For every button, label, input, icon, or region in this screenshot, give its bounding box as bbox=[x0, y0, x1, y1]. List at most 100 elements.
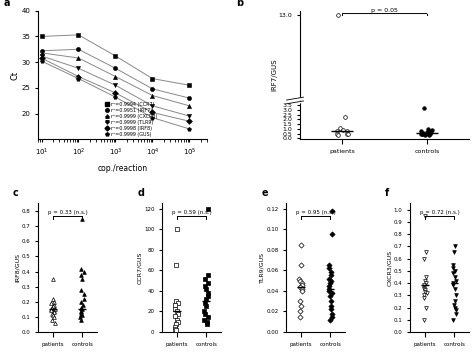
Text: f: f bbox=[385, 188, 390, 198]
Point bbox=[325, 265, 332, 271]
Point bbox=[204, 273, 211, 278]
Point bbox=[79, 216, 86, 221]
Point bbox=[421, 278, 429, 283]
Point bbox=[449, 266, 457, 271]
Point bbox=[77, 299, 85, 305]
Point bbox=[77, 266, 84, 271]
Point bbox=[420, 256, 428, 261]
Point bbox=[344, 128, 351, 134]
Point bbox=[450, 250, 457, 255]
Point bbox=[343, 131, 351, 136]
Point bbox=[51, 306, 58, 312]
Y-axis label: Ct: Ct bbox=[11, 70, 20, 80]
Point bbox=[77, 317, 85, 323]
Point bbox=[296, 284, 304, 290]
Point bbox=[79, 302, 87, 308]
Y-axis label: TLR9/GUS: TLR9/GUS bbox=[260, 252, 265, 283]
Point bbox=[328, 278, 335, 283]
Point bbox=[449, 270, 456, 276]
Point bbox=[47, 307, 55, 313]
Point bbox=[449, 262, 457, 267]
Text: b: b bbox=[236, 0, 243, 7]
Point bbox=[449, 283, 457, 288]
Point bbox=[328, 303, 335, 309]
Text: e: e bbox=[261, 188, 268, 198]
Point bbox=[451, 286, 458, 292]
Point bbox=[326, 262, 333, 268]
Point bbox=[78, 312, 86, 318]
Text: p = 0.33 (n.s.): p = 0.33 (n.s.) bbox=[47, 210, 87, 215]
Point bbox=[174, 319, 182, 325]
Point bbox=[325, 283, 332, 288]
Point bbox=[449, 317, 457, 323]
Point bbox=[49, 303, 57, 309]
Point bbox=[421, 289, 428, 295]
Point bbox=[451, 274, 459, 280]
Point bbox=[424, 126, 432, 132]
Point bbox=[452, 311, 460, 317]
Point bbox=[328, 231, 336, 237]
Point bbox=[77, 308, 84, 314]
Point bbox=[50, 310, 57, 315]
Point bbox=[420, 292, 428, 298]
Point bbox=[174, 300, 182, 306]
Point bbox=[326, 276, 333, 281]
Point bbox=[328, 273, 335, 278]
Point bbox=[77, 314, 84, 320]
Point bbox=[327, 270, 335, 275]
Point bbox=[333, 128, 340, 134]
Point bbox=[202, 286, 210, 292]
Y-axis label: CXCR3/GUS: CXCR3/GUS bbox=[387, 250, 392, 286]
Point bbox=[451, 268, 458, 274]
Point bbox=[452, 292, 460, 298]
Point bbox=[50, 276, 57, 282]
Point bbox=[80, 269, 87, 275]
Text: d: d bbox=[137, 188, 144, 198]
Point bbox=[299, 282, 306, 288]
Text: a: a bbox=[4, 0, 10, 7]
Point bbox=[47, 306, 55, 311]
Point bbox=[328, 311, 336, 316]
Point bbox=[204, 314, 211, 320]
Point bbox=[422, 305, 430, 310]
Point bbox=[201, 300, 209, 306]
Point bbox=[418, 131, 425, 137]
Point bbox=[420, 283, 428, 288]
Legend: r²=0.9994 (CCR7), r²=0.9951 (IRF7), r²=0.9999 (CXCR3), r²=0.9999 (TLR9), r²=0.99: r²=0.9994 (CCR7), r²=0.9951 (IRF7), r²=0… bbox=[105, 102, 157, 137]
Point bbox=[172, 326, 179, 332]
Point bbox=[47, 301, 55, 306]
Point bbox=[425, 132, 433, 137]
Point bbox=[341, 115, 349, 120]
Point bbox=[50, 308, 58, 314]
Point bbox=[201, 317, 208, 322]
X-axis label: cop./reaction: cop./reaction bbox=[98, 164, 147, 173]
Point bbox=[295, 276, 303, 281]
Text: p = 0.95 (n.s.): p = 0.95 (n.s.) bbox=[296, 210, 336, 215]
Point bbox=[48, 317, 56, 323]
Point bbox=[204, 290, 212, 296]
Point bbox=[297, 303, 305, 309]
Point bbox=[203, 319, 210, 325]
Point bbox=[419, 131, 427, 136]
Point bbox=[174, 311, 182, 316]
Point bbox=[336, 125, 343, 131]
Point bbox=[201, 276, 209, 281]
Point bbox=[452, 278, 459, 283]
Point bbox=[451, 243, 458, 249]
Point bbox=[451, 305, 458, 310]
Point bbox=[420, 285, 428, 291]
Text: p = 0.72 (n.s.): p = 0.72 (n.s.) bbox=[420, 210, 460, 215]
Point bbox=[172, 321, 179, 327]
Point bbox=[298, 280, 305, 286]
Point bbox=[50, 302, 58, 308]
Point bbox=[344, 131, 352, 137]
Point bbox=[298, 288, 306, 294]
Point bbox=[51, 320, 58, 326]
Point bbox=[450, 302, 458, 308]
Point bbox=[171, 302, 179, 308]
Point bbox=[450, 280, 457, 286]
Point bbox=[327, 280, 334, 286]
Point bbox=[426, 130, 434, 136]
Point bbox=[77, 310, 84, 315]
Y-axis label: IRF8/GUS: IRF8/GUS bbox=[15, 253, 20, 282]
